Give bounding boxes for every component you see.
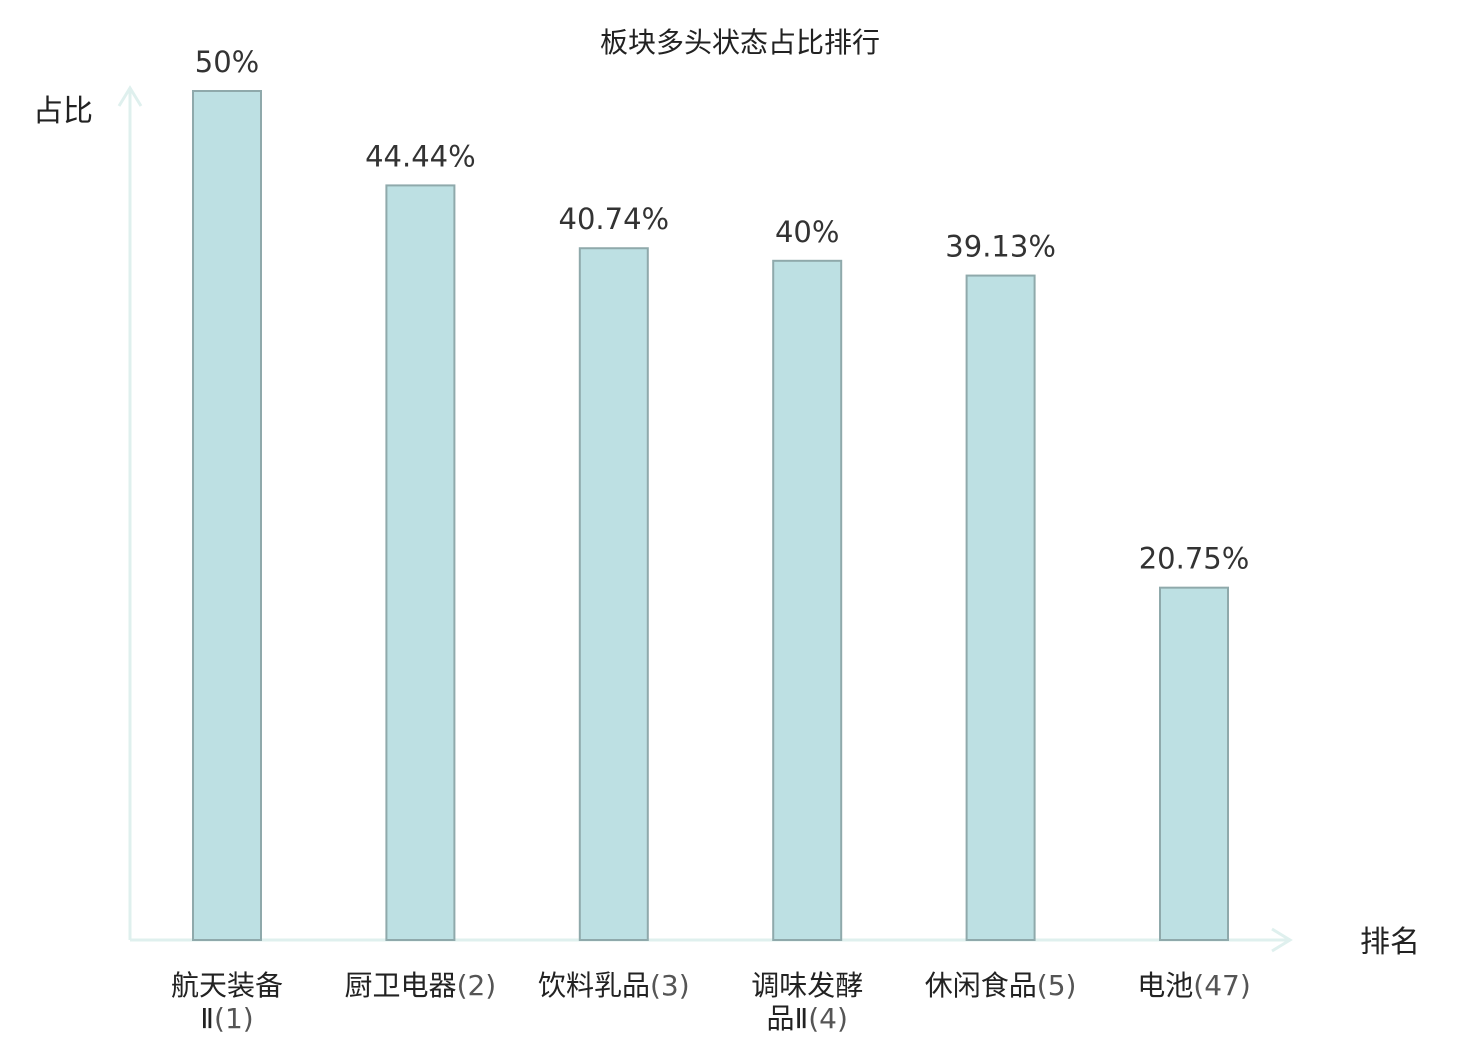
category-name: 厨卫电器 [345,969,457,1002]
x-axis-arrow [1271,927,1293,953]
bar-1 [192,90,262,941]
value-label-4: 40% [775,215,839,249]
category-rank: (3) [650,969,690,1002]
value-label-3: 40.74% [559,202,670,236]
category-rank: (5) [1037,969,1077,1002]
category-name: 休闲食品 [925,969,1037,1002]
category-label-4: 调味发酵品Ⅱ(4) [751,969,863,1035]
category-rank: (1) [214,1002,254,1035]
category-name: 调味发酵 [751,969,863,1002]
category-label-2: 厨卫电器(2) [345,969,497,1002]
bars-group [192,90,1229,942]
y-axis-arrow [117,85,143,107]
y-axis-label: 占比 [33,94,93,129]
value-labels-group: 50% 44.44% 40.74% 40% 39.13% 20.75% [195,45,1250,576]
category-name: 电池 [1137,969,1193,1002]
category-rank: (2) [457,969,497,1002]
chart-title: 板块多头状态占比排行 [600,26,880,59]
category-name: Ⅱ [200,1002,214,1035]
value-label-6: 20.75% [1139,542,1250,576]
axes [117,85,1293,953]
category-label-1: 航天装备 Ⅱ(1) [171,969,283,1035]
category-rank: (47) [1193,969,1250,1002]
bar-5 [965,274,1036,942]
bar-6 [1159,586,1229,941]
category-label-6: 电池(47) [1137,969,1251,1002]
bar-4 [772,259,843,941]
value-label-5: 39.13% [945,230,1056,264]
x-axis-label: 排名 [1360,925,1420,960]
category-rank: (4) [808,1002,848,1035]
value-label-1: 50% [195,45,259,79]
category-label-5: 休闲食品(5) [925,969,1077,1002]
category-name: 航天装备 [171,969,283,1002]
category-labels-group: 航天装备 Ⅱ(1) 厨卫电器(2) 饮料乳品(3) 调味发酵品Ⅱ(4) 休闲食品(5) 电池… [171,969,1251,1035]
bar-3 [578,247,649,941]
category-label-3: 饮料乳品(3) [538,969,690,1002]
category-name: 品Ⅱ [766,1002,808,1035]
category-name: 饮料乳品 [538,969,650,1002]
bar-2 [385,184,456,941]
value-label-2: 44.44% [365,139,476,173]
